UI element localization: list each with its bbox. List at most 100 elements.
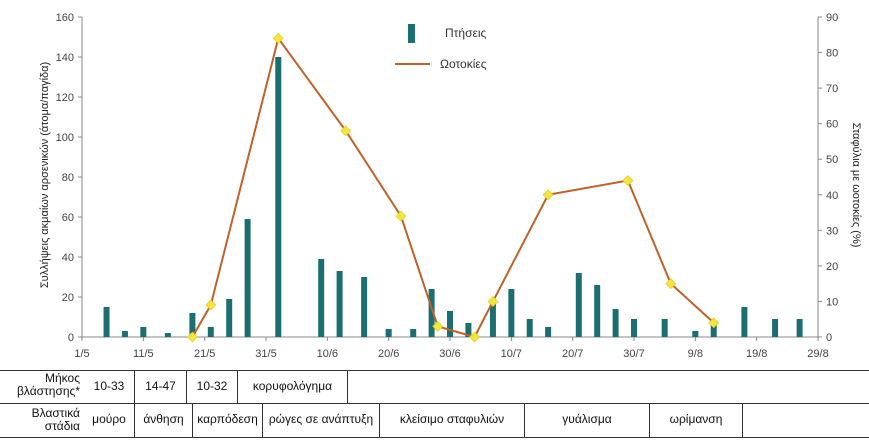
flight-bar — [661, 319, 668, 337]
table-bottom-line — [0, 437, 869, 438]
length-cell-1: 10-33 — [84, 371, 135, 403]
stage-cell-1: μούρο — [84, 404, 135, 437]
left-tick-label: 80 — [62, 172, 74, 184]
flight-bar — [361, 277, 368, 337]
flight-bar — [796, 319, 803, 337]
oviposition-point — [665, 278, 677, 290]
length-cell-3: 10-32 — [187, 371, 238, 403]
table-middle-line — [0, 403, 869, 404]
growth-stage-table: Μήκος βλάστησης* Βλαστικά στάδια 10-33 1… — [0, 367, 869, 444]
right-tick-label: 30 — [826, 225, 838, 237]
flight-bar — [489, 301, 496, 337]
flight-bar — [710, 325, 717, 337]
right-axis-ticks: 0 10 20 30 40 50 60 70 80 90 — [817, 12, 838, 344]
stage-cell-5: κλείσιμο σταφυλιών — [380, 404, 525, 437]
x-tick-label: 31/5 — [255, 348, 276, 360]
flight-bar — [631, 319, 637, 337]
flight-bar — [121, 331, 128, 337]
left-tick-label: 160 — [56, 12, 74, 24]
x-tick-label: 20/6 — [378, 348, 399, 360]
left-tick-label: 60 — [62, 212, 74, 224]
x-tick-label: 20/7 — [562, 348, 583, 360]
x-tick-label: 10/6 — [317, 348, 338, 360]
left-tick-label: 120 — [56, 92, 74, 104]
flight-bar — [189, 313, 196, 337]
left-tick-label: 0 — [68, 332, 74, 344]
flight-bar — [594, 285, 601, 337]
x-tick-label: 29/8 — [807, 348, 828, 360]
x-tick-label: 9/8 — [688, 348, 703, 360]
legend-line-label: Ωοτοκίες — [440, 57, 487, 71]
right-tick-label: 90 — [826, 12, 838, 24]
flight-bar — [275, 57, 282, 337]
oviposition-point — [340, 125, 352, 137]
flight-bar — [103, 307, 110, 337]
x-tick-label: 19/8 — [746, 348, 767, 360]
stage-cell-4: ρώγες σε ανάπτυξη — [263, 404, 380, 437]
legend-bar-label: Πτήσεις — [445, 26, 487, 40]
flights-bars — [103, 57, 803, 337]
flight-bar — [575, 273, 582, 337]
oviposition-polyline — [191, 36, 715, 339]
right-tick-label: 60 — [826, 119, 838, 131]
flight-bar — [447, 311, 453, 337]
right-tick-label: 20 — [826, 261, 838, 273]
flight-bar — [428, 289, 435, 337]
left-axis-title: Συλλήψεις ακμαίων αρσενικών (άτομα/παγίδ… — [39, 62, 51, 288]
row-label-growth-stages: Βλαστικά στάδια — [31, 406, 80, 433]
left-tick-label: 140 — [56, 52, 74, 64]
left-tick-label: 40 — [62, 252, 74, 264]
left-tick-label: 20 — [62, 292, 74, 304]
flight-bar — [140, 327, 147, 337]
flight-bar — [772, 319, 779, 337]
flight-bar — [207, 327, 214, 337]
flight-bar — [526, 319, 533, 337]
flight-bar — [465, 323, 472, 337]
x-axis-ticks: 1/5 11/5 21/5 31/5 10/6 20/6 30/6 10/7 20/7 30/7 9… — [74, 336, 829, 360]
right-tick-label: 40 — [826, 190, 838, 202]
right-tick-label: 80 — [826, 48, 838, 60]
oviposition-point — [469, 331, 480, 343]
oviposition-point — [205, 299, 217, 311]
flight-bar — [612, 309, 619, 337]
x-tick-label: 30/6 — [439, 348, 460, 360]
table-top-line — [0, 370, 869, 371]
x-tick-label: 1/5 — [74, 348, 89, 360]
left-tick-label: 100 — [56, 132, 74, 144]
oviposition-point — [432, 320, 444, 332]
oviposition-point — [487, 296, 499, 307]
oviposition-point — [186, 331, 198, 343]
x-tick-label: 30/7 — [623, 348, 644, 360]
flight-bar — [741, 307, 748, 337]
stage-cell-6: γυάλισμα — [525, 404, 650, 437]
legend: Πτήσεις Ωοτοκίες — [395, 24, 487, 71]
length-cell-4: κορυφολόγημα — [238, 371, 348, 403]
flight-bar — [692, 331, 699, 337]
oviposition-point — [542, 189, 554, 201]
oviposition-point — [395, 210, 407, 222]
oviposition-point — [708, 317, 720, 329]
flight-bar — [244, 219, 251, 337]
oviposition-line — [186, 32, 720, 343]
stage-cell-7: ωρίμανση — [650, 404, 743, 437]
oviposition-point — [272, 32, 284, 44]
flight-bar — [226, 299, 233, 337]
flight-bar — [385, 329, 392, 337]
flight-oviposition-chart: 0 20 40 60 80 100 120 140 160 0 10 20 30 40 50 60 70 80 9… — [39, 12, 862, 360]
stage-cell-2: άνθηση — [135, 404, 193, 437]
x-tick-label: 10/7 — [501, 348, 522, 360]
x-tick-label: 21/5 — [194, 348, 215, 360]
legend-bar-swatch — [408, 24, 415, 43]
right-tick-label: 50 — [826, 154, 838, 166]
row-label-shoot-length: Μήκος βλάστησης* — [16, 371, 80, 398]
right-tick-label: 0 — [826, 332, 832, 344]
oviposition-point — [622, 175, 634, 186]
flight-bar — [508, 289, 515, 337]
left-axis-ticks: 0 20 40 60 80 100 120 140 160 — [56, 12, 83, 344]
x-tick-label: 11/5 — [133, 348, 154, 360]
right-axis-title: Σταφύλια με ωοτοκίες (%) — [850, 123, 862, 248]
stage-cell-3: καρπόδεση — [193, 404, 263, 437]
flight-bar — [336, 271, 343, 337]
flight-bar — [410, 329, 417, 337]
flight-bar — [318, 259, 325, 337]
